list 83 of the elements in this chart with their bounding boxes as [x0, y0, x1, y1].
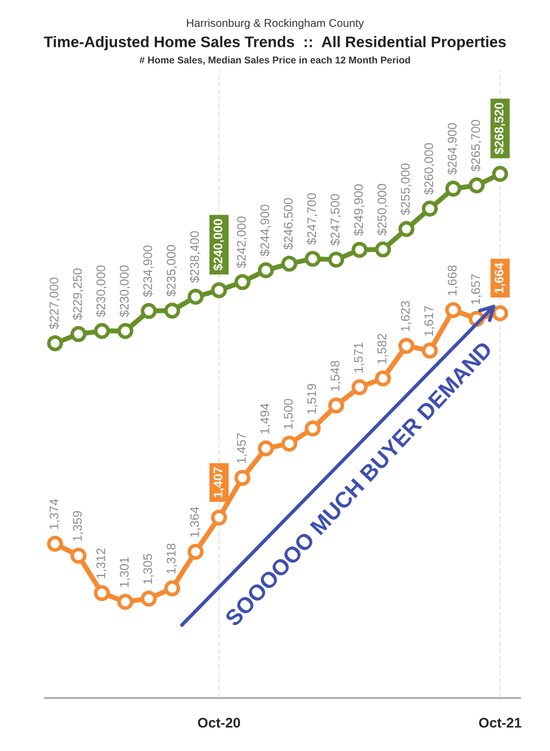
data-label: 1,494	[260, 404, 271, 434]
point	[374, 370, 391, 386]
data-label: 1,318	[166, 544, 178, 574]
point	[258, 262, 274, 278]
point	[70, 548, 86, 564]
data-label: $227,000	[49, 278, 60, 330]
data-label: 1,657	[471, 274, 482, 304]
data-label: $244,900	[260, 204, 271, 256]
point	[211, 510, 228, 526]
point	[70, 326, 86, 342]
point	[188, 544, 204, 560]
point	[352, 242, 368, 258]
data-label: 1,374	[50, 498, 60, 529]
x-tick-label: Oct-21	[479, 718, 522, 728]
chart-title: Time-Adjusted Home Sales Trends :: All Residential Properties	[44, 36, 506, 50]
point	[374, 241, 391, 258]
data-label: $246,500	[283, 198, 294, 250]
point	[47, 335, 64, 352]
data-label: 1,364	[190, 506, 200, 537]
data-label: 1,548	[330, 360, 341, 391]
data-label: 1,457	[237, 433, 248, 463]
data-label: $264,900	[447, 123, 458, 175]
data-label: $235,000	[166, 245, 178, 297]
data-label: 1,668	[448, 265, 458, 296]
point	[140, 303, 157, 319]
point	[328, 252, 344, 268]
data-label: 1,519	[307, 384, 318, 414]
data-label: $240,000	[212, 219, 224, 271]
data-label: $249,900	[354, 184, 364, 236]
data-label: 1,664	[494, 262, 506, 294]
point	[492, 166, 508, 182]
point	[398, 338, 414, 354]
data-label: $268,520	[494, 102, 506, 154]
point	[234, 274, 250, 290]
data-label: 1,571	[354, 342, 364, 372]
data-label: 1,623	[400, 301, 412, 331]
data-label: $247,500	[330, 194, 341, 246]
point	[234, 470, 250, 486]
point	[352, 379, 368, 396]
point	[117, 323, 134, 339]
point	[281, 256, 298, 272]
data-label: $229,250	[72, 268, 84, 320]
point	[164, 302, 180, 319]
point	[211, 282, 228, 298]
data-label: 1,312	[96, 548, 107, 578]
point	[445, 302, 462, 318]
point	[117, 594, 134, 610]
point	[164, 580, 180, 596]
point	[492, 305, 508, 322]
data-label: $265,700	[470, 120, 482, 172]
point	[304, 250, 321, 267]
data-label: $234,900	[142, 245, 154, 297]
point	[328, 397, 344, 414]
point	[47, 536, 64, 552]
data-label: $255,000	[400, 164, 412, 216]
point	[398, 221, 414, 238]
point	[140, 590, 157, 607]
point	[422, 200, 438, 217]
data-label: 1,500	[284, 398, 294, 429]
data-label: 1,407	[214, 467, 224, 498]
point	[258, 440, 274, 456]
data-label: 1,301	[120, 557, 130, 587]
data-label: 1,617	[424, 306, 435, 336]
point	[94, 323, 110, 339]
point	[445, 180, 462, 197]
chart-subtitle: # Home Sales, Median Sales Price in each 12 Month Period	[140, 56, 410, 65]
point	[304, 420, 321, 436]
data-label: 1,305	[143, 554, 154, 584]
point	[281, 436, 298, 452]
data-label: $230,000	[119, 265, 130, 317]
data-label: $238,400	[190, 231, 200, 283]
point	[188, 288, 204, 305]
text: Harrisonburg & Rockingham County	[186, 18, 364, 30]
data-label: $242,000	[236, 216, 248, 268]
data-label: 1,582	[377, 334, 388, 364]
data-label: $247,700	[306, 193, 318, 245]
data-label: 1,359	[72, 511, 84, 541]
point	[468, 177, 485, 194]
data-label: $260,000	[424, 143, 435, 195]
x-tick-label: Oct-20	[198, 718, 240, 728]
data-label: $230,000	[96, 265, 107, 317]
data-label: $250,000	[376, 184, 388, 236]
point	[94, 585, 110, 602]
